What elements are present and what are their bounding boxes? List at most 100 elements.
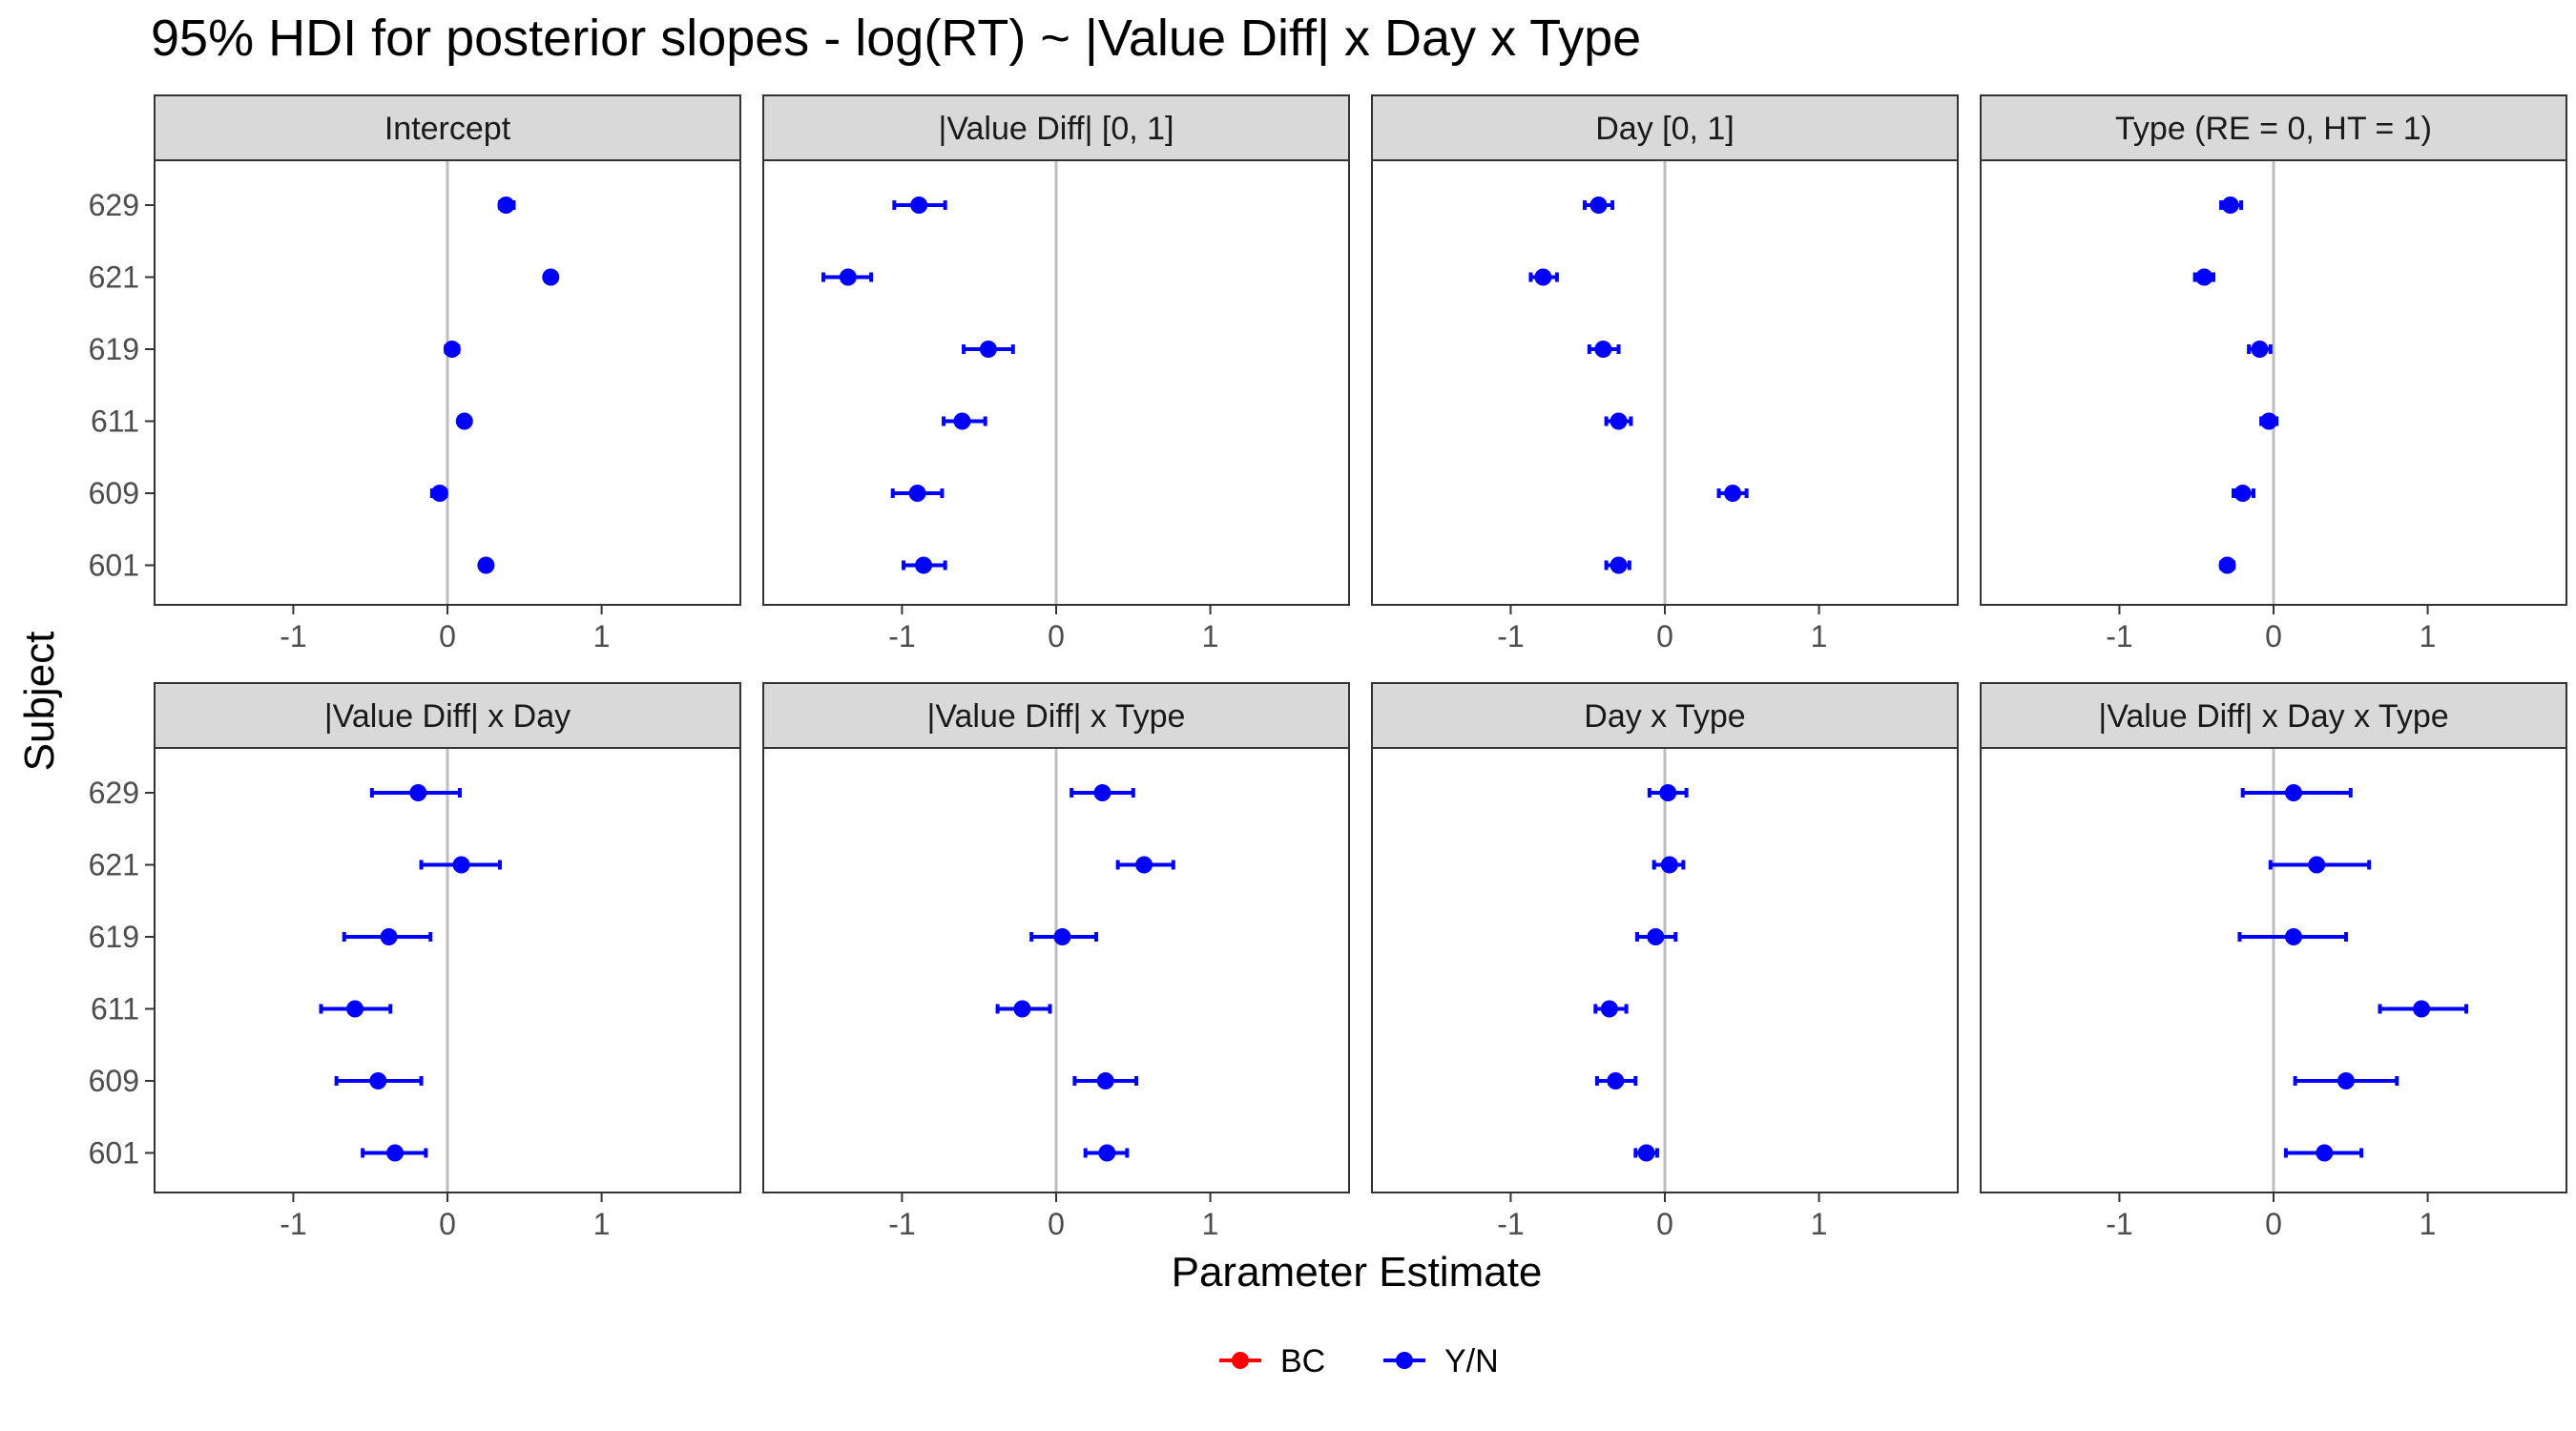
x-tick-label: 1 bbox=[593, 1207, 611, 1241]
estimate-point bbox=[2337, 1072, 2355, 1089]
facet-strip bbox=[1980, 682, 2567, 749]
facet-strip-label: |Value Diff| [0, 1] bbox=[939, 111, 1174, 147]
estimate-point bbox=[2260, 412, 2278, 430]
y-tick-label: 611 bbox=[91, 404, 139, 439]
y-tick-label: 629 bbox=[89, 188, 139, 222]
chart-title: 95% HDI for posterior slopes - log(RT) ~… bbox=[151, 10, 1641, 67]
x-tick-label: -1 bbox=[1497, 619, 1524, 653]
x-tick-label: 1 bbox=[2420, 619, 2437, 653]
facet-strip-label: Type (RE = 0, HT = 1) bbox=[2115, 111, 2432, 147]
facet-panel: Day x Type -1 0 1 bbox=[1371, 682, 1959, 1241]
facet-strip-label: Day [0, 1] bbox=[1595, 111, 1735, 147]
facet-panel: |Value Diff| x Day -1 0 1 629 621 619 611 609 601 bbox=[89, 682, 741, 1241]
estimate-point bbox=[1013, 1000, 1031, 1018]
estimate-point bbox=[1637, 1144, 1655, 1162]
facet-panel: |Value Diff| x Day x Type -1 0 1 bbox=[1980, 682, 2567, 1241]
facet-strip bbox=[1371, 94, 1959, 161]
x-tick-label: 1 bbox=[1202, 619, 1219, 653]
y-tick-label: 609 bbox=[89, 476, 139, 510]
y-tick-label: 601 bbox=[89, 549, 139, 583]
estimate-point bbox=[443, 341, 461, 358]
estimate-point bbox=[910, 197, 928, 214]
facet-panel: |Value Diff| x Type -1 0 1 bbox=[762, 682, 1350, 1241]
facet-strip-label: |Value Diff| x Type bbox=[927, 698, 1186, 735]
facet-strip-label: |Value Diff| x Day x Type bbox=[2098, 698, 2448, 735]
facet-strip bbox=[154, 94, 741, 161]
estimate-point bbox=[386, 1144, 405, 1162]
estimate-point bbox=[2413, 1000, 2431, 1018]
estimate-point bbox=[1053, 928, 1071, 945]
x-tick-label: 0 bbox=[2265, 619, 2282, 653]
estimate-point bbox=[497, 197, 515, 214]
estimate-point bbox=[369, 1072, 387, 1089]
estimate-point bbox=[2285, 784, 2303, 801]
estimate-point bbox=[1610, 556, 1628, 574]
x-tick-label: 0 bbox=[1656, 619, 1673, 653]
facet-strip-label: Intercept bbox=[384, 111, 511, 147]
facet-strip-label: |Value Diff| x Day bbox=[324, 698, 571, 735]
estimate-point bbox=[1647, 928, 1665, 945]
facet-panels: Intercept -1 0 1 629 621 619 611 609 601 |Value Di… bbox=[89, 94, 2567, 1241]
x-axis-title: Parameter Estimate bbox=[1172, 1249, 1543, 1296]
estimate-point bbox=[1534, 268, 1552, 286]
facet-panel: Intercept -1 0 1 629 621 619 611 609 601 bbox=[89, 94, 741, 653]
x-tick-label: 1 bbox=[593, 619, 611, 653]
legend-label: Y/N bbox=[1444, 1343, 1499, 1379]
estimate-point bbox=[908, 485, 926, 502]
x-tick-label: 1 bbox=[1202, 1207, 1219, 1241]
estimate-point bbox=[1589, 197, 1608, 214]
estimate-point bbox=[2316, 1144, 2334, 1162]
estimate-point bbox=[380, 928, 398, 945]
legend-item: BC bbox=[1219, 1343, 1325, 1379]
x-tick-label: -1 bbox=[1497, 1207, 1524, 1241]
estimate-point bbox=[409, 784, 427, 801]
estimate-point bbox=[915, 556, 933, 574]
legend-key-point bbox=[1396, 1352, 1413, 1369]
y-tick-label: 601 bbox=[89, 1136, 139, 1171]
facet-strip bbox=[154, 682, 741, 749]
estimate-point bbox=[477, 556, 495, 574]
y-axis-title: Subject bbox=[16, 632, 63, 772]
estimate-point bbox=[2195, 268, 2213, 286]
x-tick-label: -1 bbox=[888, 619, 915, 653]
estimate-point bbox=[2285, 928, 2303, 945]
x-tick-label: 1 bbox=[1811, 619, 1828, 653]
legend-key-point bbox=[1232, 1352, 1249, 1369]
facet-panel: Day [0, 1] -1 0 1 bbox=[1371, 94, 1959, 653]
y-tick-label: 609 bbox=[89, 1064, 139, 1098]
estimate-point bbox=[2251, 341, 2269, 358]
estimate-point bbox=[1594, 341, 1612, 358]
facet-strip bbox=[762, 682, 1350, 749]
facet-panel: Type (RE = 0, HT = 1) -1 0 1 bbox=[1980, 94, 2567, 653]
x-tick-label: -1 bbox=[280, 619, 306, 653]
estimate-point bbox=[346, 1000, 364, 1018]
facet-strip-label: Day x Type bbox=[1584, 698, 1745, 735]
x-tick-label: 0 bbox=[439, 619, 456, 653]
estimate-point bbox=[1660, 856, 1678, 874]
estimate-point bbox=[2308, 856, 2326, 874]
x-tick-label: 0 bbox=[2265, 1207, 2282, 1241]
estimate-point bbox=[1135, 856, 1153, 874]
legend-label: BC bbox=[1280, 1343, 1325, 1379]
y-tick-label: 621 bbox=[89, 848, 139, 882]
estimate-point bbox=[1096, 1072, 1114, 1089]
x-tick-label: 1 bbox=[2420, 1207, 2437, 1241]
x-tick-label: 0 bbox=[439, 1207, 456, 1241]
x-tick-label: -1 bbox=[2106, 619, 2132, 653]
x-tick-label: -1 bbox=[280, 1207, 306, 1241]
estimate-point bbox=[1659, 784, 1677, 801]
y-tick-label: 621 bbox=[89, 260, 139, 295]
legend: BC Y/N bbox=[1219, 1343, 1499, 1379]
estimate-point bbox=[1724, 485, 1742, 502]
estimate-point bbox=[2218, 556, 2236, 574]
estimate-point bbox=[1607, 1072, 1625, 1089]
y-tick-label: 619 bbox=[89, 332, 139, 366]
facet-strip bbox=[1371, 682, 1959, 749]
estimate-point bbox=[452, 856, 470, 874]
estimate-point bbox=[1610, 412, 1628, 430]
estimate-point bbox=[2233, 485, 2252, 502]
estimate-point bbox=[430, 485, 448, 502]
y-tick-label: 619 bbox=[89, 920, 139, 954]
estimate-point bbox=[542, 268, 560, 286]
